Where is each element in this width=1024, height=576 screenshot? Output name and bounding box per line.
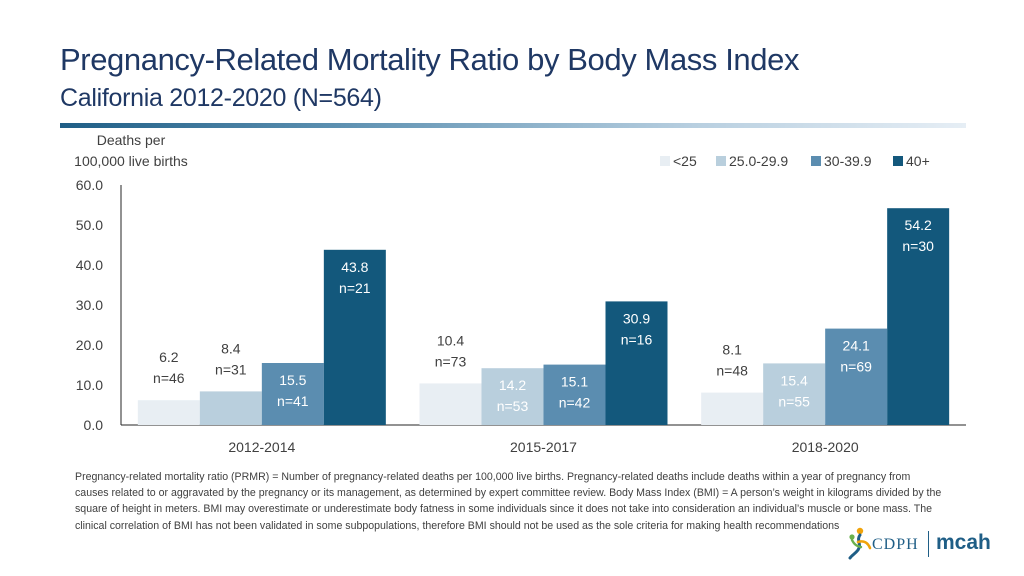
y-tick-label: 10.0 <box>76 377 103 393</box>
logo-separator <box>928 531 929 557</box>
bar <box>481 368 544 425</box>
data-label-n: n=53 <box>497 398 529 414</box>
bar <box>543 364 606 425</box>
bar <box>825 328 888 425</box>
y-axis-title-line: 100,000 live births <box>74 153 188 169</box>
data-label-n: n=73 <box>435 353 467 369</box>
bar <box>887 208 950 425</box>
bar <box>323 249 386 425</box>
x-tick-label: 2012-2014 <box>228 439 295 455</box>
footnote: Pregnancy-related mortality ratio (PRMR)… <box>75 471 942 532</box>
page-title: Pregnancy-Related Mortality Ratio by Bod… <box>60 42 800 77</box>
y-tick-label: 30.0 <box>76 297 103 313</box>
legend-label: 40+ <box>906 153 930 169</box>
data-label-value: 15.5 <box>279 372 306 388</box>
y-axis-title-line: Deaths per <box>97 132 166 148</box>
y-tick-label: 0.0 <box>84 417 104 433</box>
legend-swatch <box>893 156 903 166</box>
data-label-n: n=55 <box>778 393 810 409</box>
legend-swatch <box>660 156 670 166</box>
x-tick-label: 2015-2017 <box>510 439 577 455</box>
bar <box>419 383 482 425</box>
cdph-logo-text: CDPH <box>872 536 919 553</box>
bar <box>605 301 668 425</box>
page-subtitle: California 2012-2020 (N=564) <box>60 84 382 112</box>
data-label-value: 10.4 <box>437 332 464 348</box>
data-label-n: n=31 <box>215 361 247 377</box>
data-label-value: 8.1 <box>722 342 742 358</box>
data-label-n: n=46 <box>153 370 185 386</box>
data-label-n: n=30 <box>902 238 934 254</box>
data-label-n: n=48 <box>716 363 748 379</box>
data-label-value: 14.2 <box>499 377 526 393</box>
data-label-value: 24.1 <box>843 338 870 354</box>
data-label-value: 15.1 <box>561 374 588 390</box>
legend-swatch <box>716 156 726 166</box>
legend-label: 25.0-29.9 <box>729 153 788 169</box>
data-label-n: n=16 <box>621 331 653 347</box>
legend-label: <25 <box>673 153 697 169</box>
data-label-n: n=41 <box>277 393 309 409</box>
cdph-mcah-logo: CDPH mcah <box>846 522 991 562</box>
y-tick-label: 60.0 <box>76 177 103 193</box>
data-label-value: 54.2 <box>905 217 932 233</box>
data-label-n: n=21 <box>339 280 371 296</box>
data-label-value: 8.4 <box>221 340 241 356</box>
title-divider <box>60 123 966 128</box>
data-label-value: 30.9 <box>623 310 650 326</box>
x-tick-label: 2018-2020 <box>792 439 859 455</box>
legend-swatch <box>811 156 821 166</box>
bar <box>763 363 826 425</box>
bar-chart: Deaths per 100,000 live births 0.0 10.0 20.0… <box>74 132 966 455</box>
data-label-value: 6.2 <box>159 349 179 365</box>
data-label-value: 43.8 <box>341 259 368 275</box>
bar <box>701 392 764 425</box>
legend-label: 30-39.9 <box>824 153 872 169</box>
data-label-n: n=69 <box>840 359 872 375</box>
mcah-logo-text: mcah <box>936 531 991 554</box>
bar <box>137 400 200 425</box>
y-tick-label: 20.0 <box>76 337 103 353</box>
bar <box>199 391 262 425</box>
bar <box>261 363 324 425</box>
y-tick-label: 40.0 <box>76 257 103 273</box>
data-label-value: 15.4 <box>781 372 808 388</box>
data-label-n: n=42 <box>559 395 591 411</box>
y-tick-label: 50.0 <box>76 217 103 233</box>
cdph-figure-icon <box>848 527 872 560</box>
